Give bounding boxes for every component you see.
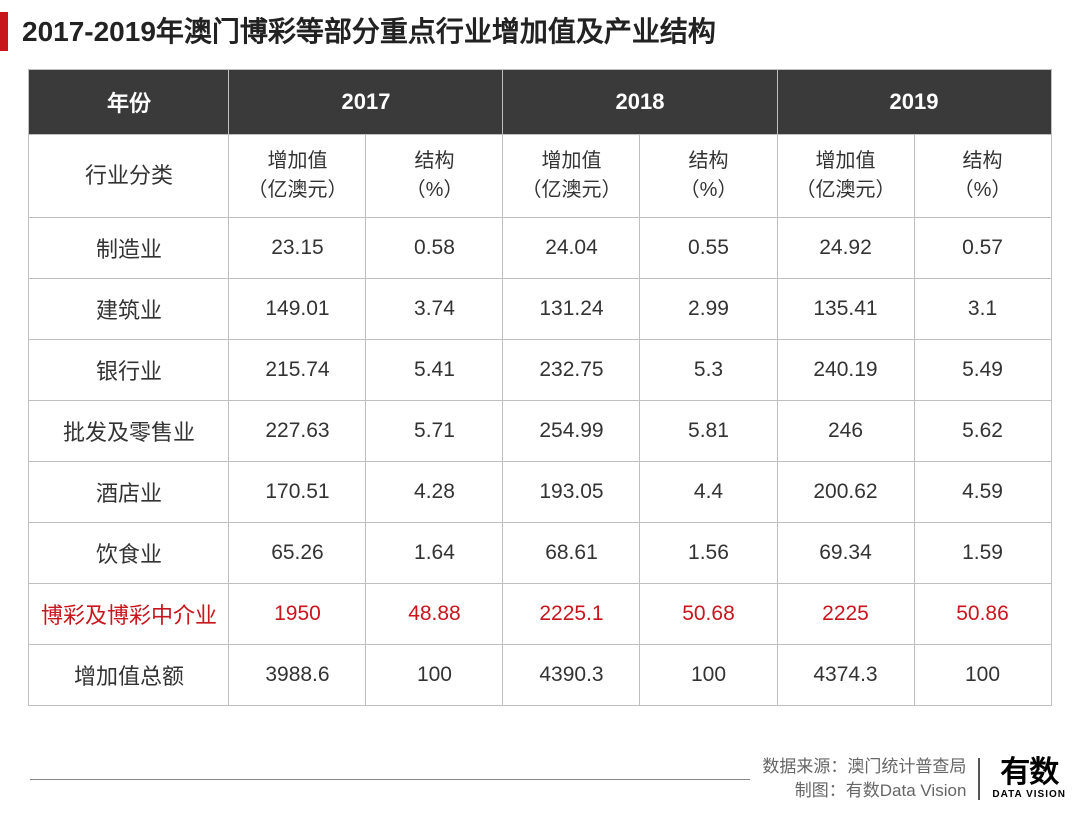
subheader-structure-2018: 结构（%） (640, 135, 777, 218)
logo-main-text: 有数 (992, 758, 1066, 788)
row-cell: 24.04 (503, 218, 640, 279)
subheader-category: 行业分类 (29, 135, 229, 218)
row-category: 饮食业 (29, 523, 229, 584)
subheader-structure-2017: 结构（%） (366, 135, 503, 218)
row-cell: 4374.3 (777, 645, 914, 706)
title-accent-marker (0, 12, 8, 51)
table-row: 批发及零售业227.635.71254.995.812465.62 (29, 401, 1051, 462)
table-header-years: 年份 2017 2018 2019 (29, 70, 1051, 135)
footer-divider-line (30, 779, 750, 780)
header-year-label: 年份 (29, 70, 229, 135)
row-cell: 232.75 (503, 340, 640, 401)
table-row: 饮食业65.261.6468.611.5669.341.59 (29, 523, 1051, 584)
row-cell: 4390.3 (503, 645, 640, 706)
row-cell: 100 (366, 645, 503, 706)
row-cell: 200.62 (777, 462, 914, 523)
row-cell: 1.56 (640, 523, 777, 584)
table-row: 增加值总额3988.61004390.31004374.3100 (29, 645, 1051, 706)
row-cell: 170.51 (229, 462, 366, 523)
row-cell: 50.86 (914, 584, 1051, 645)
row-cell: 131.24 (503, 279, 640, 340)
footer-source-label: 数据来源： (762, 757, 847, 776)
row-cell: 5.3 (640, 340, 777, 401)
row-cell: 215.74 (229, 340, 366, 401)
row-category: 增加值总额 (29, 645, 229, 706)
table-row: 酒店业170.514.28193.054.4200.624.59 (29, 462, 1051, 523)
row-cell: 24.92 (777, 218, 914, 279)
row-cell: 4.59 (914, 462, 1051, 523)
row-category: 制造业 (29, 218, 229, 279)
row-cell: 69.34 (777, 523, 914, 584)
row-category: 酒店业 (29, 462, 229, 523)
table-body: 制造业23.150.5824.040.5524.920.57建筑业149.013… (29, 218, 1051, 706)
row-cell: 5.62 (914, 401, 1051, 462)
title-bar: 2017-2019年澳门博彩等部分重点行业增加值及产业结构 (0, 0, 1080, 69)
table-row: 建筑业149.013.74131.242.99135.413.1 (29, 279, 1051, 340)
row-cell: 3988.6 (229, 645, 366, 706)
brand-logo: 有数 DATA VISION (992, 758, 1066, 800)
page-title: 2017-2019年澳门博彩等部分重点行业增加值及产业结构 (22, 12, 716, 51)
row-category: 银行业 (29, 340, 229, 401)
row-cell: 1.64 (366, 523, 503, 584)
row-cell: 3.74 (366, 279, 503, 340)
row-cell: 3.1 (914, 279, 1051, 340)
row-cell: 5.49 (914, 340, 1051, 401)
logo-sub-text: DATA VISION (992, 790, 1066, 800)
row-cell: 1.59 (914, 523, 1051, 584)
row-cell: 68.61 (503, 523, 640, 584)
row-cell: 4.4 (640, 462, 777, 523)
table-row: 博彩及博彩中介业195048.882225.150.68222550.86 (29, 584, 1051, 645)
row-cell: 5.81 (640, 401, 777, 462)
table-row: 银行业215.745.41232.755.3240.195.49 (29, 340, 1051, 401)
subheader-value-2018: 增加值（亿澳元） (503, 135, 640, 218)
row-category: 博彩及博彩中介业 (29, 584, 229, 645)
row-cell: 246 (777, 401, 914, 462)
subheader-structure-2019: 结构（%） (914, 135, 1051, 218)
row-category: 建筑业 (29, 279, 229, 340)
row-cell: 48.88 (366, 584, 503, 645)
table-subheader: 行业分类 增加值（亿澳元） 结构（%） 增加值（亿澳元） 结构（%） 增加值（亿… (29, 135, 1051, 218)
row-category: 批发及零售业 (29, 401, 229, 462)
row-cell: 2225.1 (503, 584, 640, 645)
row-cell: 50.68 (640, 584, 777, 645)
row-cell: 5.41 (366, 340, 503, 401)
header-year-2019: 2019 (777, 70, 1051, 135)
footer-credits: 数据来源：澳门统计普查局 制图：有数Data Vision (762, 755, 966, 804)
subheader-value-2017: 增加值（亿澳元） (229, 135, 366, 218)
footer-separator (978, 758, 980, 800)
row-cell: 240.19 (777, 340, 914, 401)
row-cell: 2225 (777, 584, 914, 645)
row-cell: 2.99 (640, 279, 777, 340)
row-cell: 65.26 (229, 523, 366, 584)
row-cell: 135.41 (777, 279, 914, 340)
row-cell: 0.57 (914, 218, 1051, 279)
row-cell: 4.28 (366, 462, 503, 523)
row-cell: 23.15 (229, 218, 366, 279)
row-cell: 193.05 (503, 462, 640, 523)
footer: 数据来源：澳门统计普查局 制图：有数Data Vision 有数 DATA VI… (0, 755, 1080, 804)
footer-chart-label: 制图： (795, 781, 846, 800)
row-cell: 0.55 (640, 218, 777, 279)
table-row: 制造业23.150.5824.040.5524.920.57 (29, 218, 1051, 279)
row-cell: 5.71 (366, 401, 503, 462)
row-cell: 1950 (229, 584, 366, 645)
industry-table: 年份 2017 2018 2019 行业分类 增加值（亿澳元） 结构（%） 增加… (28, 69, 1051, 706)
subheader-value-2019: 增加值（亿澳元） (777, 135, 914, 218)
footer-source-value: 澳门统计普查局 (847, 757, 966, 776)
row-cell: 149.01 (229, 279, 366, 340)
footer-chart-value: 有数Data Vision (846, 781, 967, 800)
header-year-2018: 2018 (503, 70, 777, 135)
row-cell: 100 (914, 645, 1051, 706)
row-cell: 100 (640, 645, 777, 706)
header-year-2017: 2017 (229, 70, 503, 135)
row-cell: 0.58 (366, 218, 503, 279)
row-cell: 227.63 (229, 401, 366, 462)
row-cell: 254.99 (503, 401, 640, 462)
